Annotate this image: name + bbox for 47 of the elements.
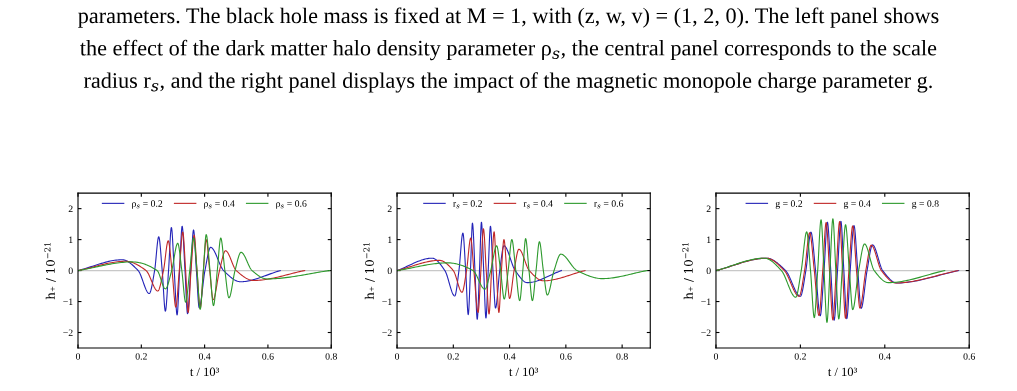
- x-tick-label: 0: [713, 353, 719, 360]
- x-tick-label: 0.2: [447, 353, 459, 360]
- x-tick-label: 0.2: [794, 353, 806, 360]
- y-tick-label: 2: [387, 205, 392, 213]
- text: parameters. The black hole mass is fixed at M = 1, with (z, w, v) = (1, 2, 0). The left panel shows: [78, 7, 939, 28]
- y-tick-label: 2: [706, 205, 711, 213]
- y-tick-label: 1: [69, 236, 73, 243]
- y-tick-label: 0: [68, 267, 73, 275]
- legend-label: ρ$_{s}$ = 0.6: [276, 200, 307, 209]
- y-tick-label: 1: [388, 236, 392, 243]
- y-tick-label: 2: [68, 205, 73, 213]
- y-tick-label: 1: [707, 236, 711, 243]
- y-tick-label: −2: [382, 329, 392, 336]
- y-tick-label: 0: [387, 267, 392, 275]
- x-tick-label: 0.2: [135, 353, 147, 360]
- y-tick-label: −1: [63, 298, 73, 305]
- y-tick-label: −1: [382, 298, 392, 305]
- text: the effect of the dark matter halo density parameter ρ$_{s}$, the central panel corresponds to the scale: [80, 39, 937, 61]
- y-axis-title: h₊ / 10$^{−21}$: [682, 242, 694, 300]
- y-tick-label: −2: [701, 329, 711, 336]
- x-tick-label: 0.8: [325, 353, 337, 360]
- legend-label: r$_{s}$ = 0.4: [523, 200, 553, 209]
- x-tick-label: 0: [75, 353, 81, 360]
- x-tick-label: 0.4: [198, 353, 211, 360]
- legend-label: g = 0.2: [775, 200, 803, 209]
- legend-label: r$_{s}$ = 0.6: [594, 200, 624, 209]
- x-axis-title: t / 10³: [827, 367, 858, 377]
- text: radius r$_{s}$, and the right panel displays the impact of the magnetic monopole charge parameter g.: [83, 72, 932, 93]
- x-tick-label: 0.4: [503, 353, 516, 360]
- legend-label: g = 0.8: [912, 200, 939, 209]
- x-tick-label: 0.6: [560, 353, 572, 360]
- legend-label: g = 0.4: [843, 200, 871, 209]
- legend-label: r$_{s}$ = 0.2: [453, 200, 482, 209]
- y-tick-label: −1: [701, 298, 711, 305]
- y-axis-title: h₊ / 10$^{−21}$: [363, 242, 375, 300]
- y-tick-label: −2: [63, 329, 73, 336]
- x-tick-label: 0: [394, 353, 400, 360]
- x-tick-label: 0.6: [262, 353, 274, 360]
- x-tick-label: 0.8: [616, 353, 628, 360]
- x-axis-title: t / 10³: [190, 367, 220, 377]
- x-tick-label: 0.4: [879, 353, 891, 360]
- legend-label: ρ$_{s}$ = 0.4: [204, 200, 235, 209]
- y-tick-label: 0: [706, 267, 711, 275]
- legend-label: ρ$_{s}$ = 0.2: [132, 200, 163, 209]
- y-axis-title: h₊ / 10$^{−21}$: [44, 242, 56, 300]
- x-tick-label: 0.6: [963, 353, 975, 360]
- x-axis-title: t / 10³: [509, 367, 539, 377]
